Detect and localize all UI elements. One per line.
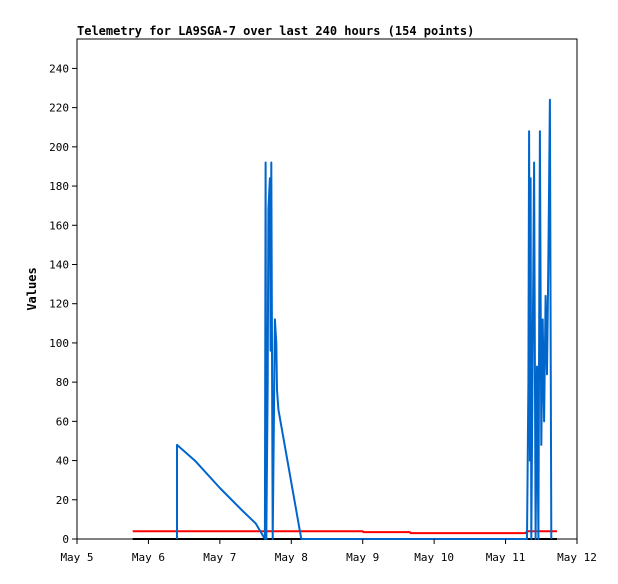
y-tick-label: 180 bbox=[49, 180, 69, 193]
y-tick-label: 40 bbox=[56, 455, 69, 468]
y-tick-label: 140 bbox=[49, 258, 69, 271]
y-tick-label: 80 bbox=[56, 376, 69, 389]
x-axis: May 5 May 6 May 7 May 8 May 9 May 10 May 11 May… bbox=[60, 539, 597, 564]
y-axis-label: Values bbox=[25, 267, 39, 310]
y-axis: 0 20 40 60 80 100 120 140 160 180 200 220 240 bbox=[49, 62, 77, 546]
x-tick-label: May 11 bbox=[486, 551, 526, 564]
blue-series-line bbox=[176, 98, 553, 540]
series-layer bbox=[132, 98, 557, 540]
y-tick-label: 220 bbox=[49, 102, 69, 115]
chart-title: Telemetry for LA9SGA-7 over last 240 hou… bbox=[77, 24, 474, 38]
y-tick-label: 200 bbox=[49, 141, 69, 154]
x-tick-label: May 9 bbox=[346, 551, 379, 564]
x-tick-label: May 7 bbox=[203, 551, 236, 564]
y-tick-label: 20 bbox=[56, 494, 69, 507]
x-tick-label: May 12 bbox=[557, 551, 597, 564]
x-tick-label: May 8 bbox=[275, 551, 308, 564]
y-tick-label: 120 bbox=[49, 298, 69, 311]
plot-area bbox=[76, 38, 578, 540]
x-tick-label: May 6 bbox=[132, 551, 165, 564]
y-tick-label: 160 bbox=[49, 219, 69, 232]
y-tick-label: 240 bbox=[49, 62, 69, 75]
x-tick-label: May 10 bbox=[414, 551, 454, 564]
y-tick-label: 0 bbox=[62, 533, 69, 546]
y-tick-label: 100 bbox=[49, 337, 69, 350]
x-tick-label: May 5 bbox=[60, 551, 93, 564]
y-tick-label: 60 bbox=[56, 415, 69, 428]
